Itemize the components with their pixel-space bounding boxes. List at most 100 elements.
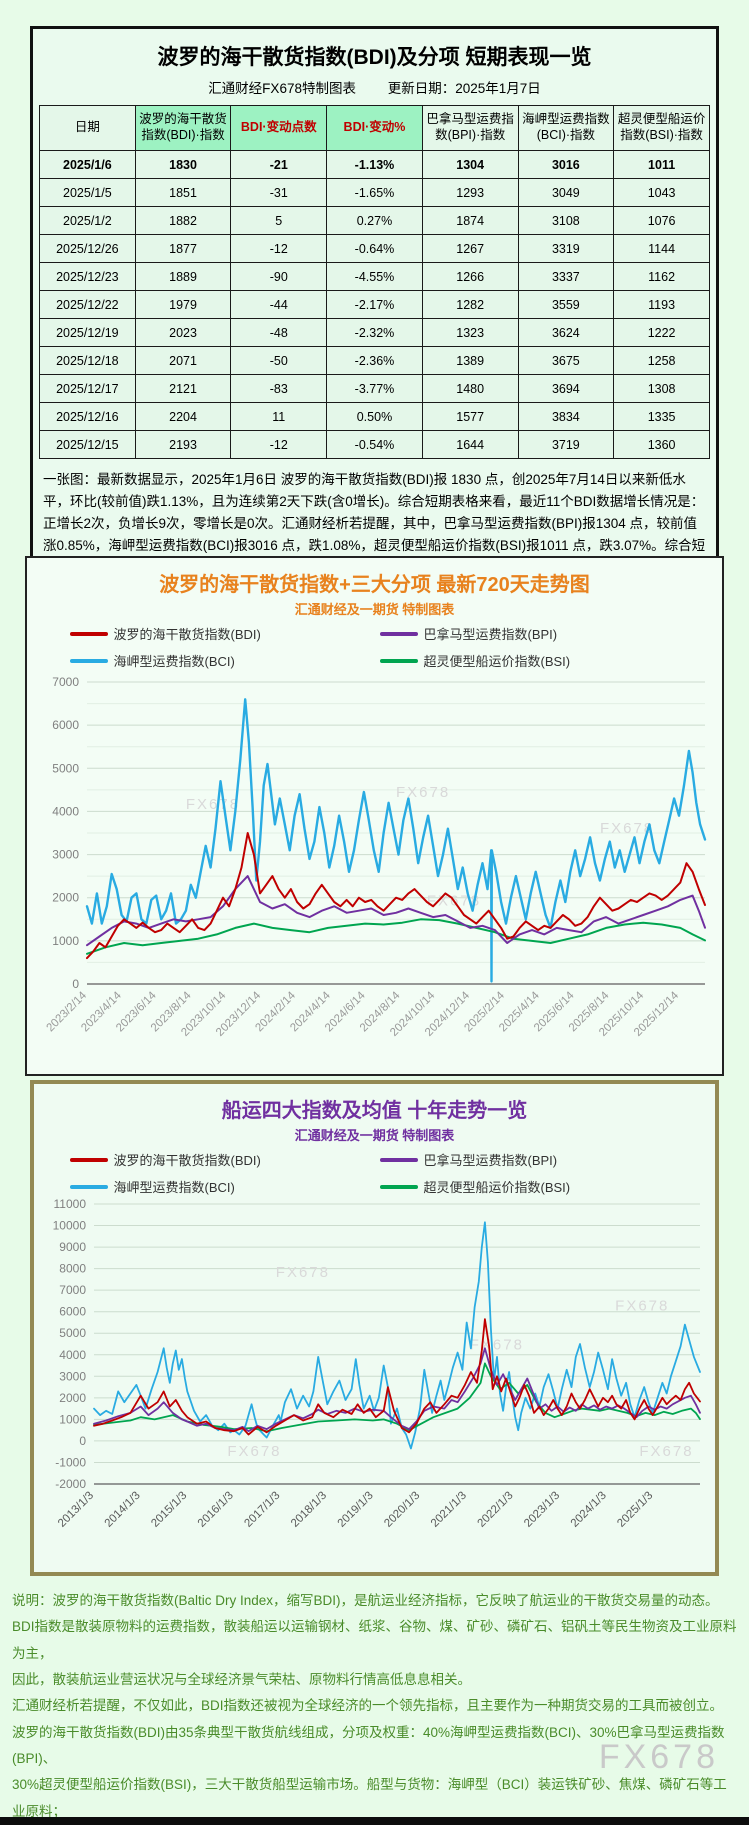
- trend-chart-10y: -2000 -1000 0 1000 2000 3000 4000 5000 6000 7000 8…: [53, 1198, 701, 1530]
- table-cell: 3337: [517, 262, 615, 291]
- short-term-table-panel: 波罗的海干散货指数(BDI)及分项 短期表现一览 汇通财经FX678特制图表 更…: [30, 26, 719, 616]
- table-row: 2025/12/17 2121 -83 -3.77% 1480 3694 1308: [39, 374, 710, 403]
- table-cell: -12: [230, 234, 328, 263]
- legend-label-bpi: 巴拿马型运费指数(BPI): [423, 627, 558, 642]
- table-cell: 3675: [517, 346, 615, 375]
- table-cell: 3049: [517, 178, 615, 207]
- svg-text:2000: 2000: [59, 1391, 86, 1405]
- svg-text:8000: 8000: [59, 1262, 86, 1276]
- legend-swatch-bdi: [69, 1157, 108, 1162]
- table-note: 一张图：最新数据显示，2025年1月6日 波罗的海干散货指数(BDI)报 183…: [43, 472, 706, 596]
- svg-text:2017/1/3: 2017/1/3: [242, 1490, 282, 1530]
- table-cell: 2025/12/16: [39, 402, 136, 431]
- svg-text:4000: 4000: [52, 804, 79, 818]
- table-cell: 3694: [517, 374, 615, 403]
- table-cell: 3834: [517, 402, 615, 431]
- table-cell: 1267: [421, 234, 519, 263]
- table-cell: -12: [230, 430, 328, 459]
- table-cell: 1874: [421, 206, 519, 235]
- chart-720d-legend: 波罗的海干散货指数(BDI) 巴拿马型运费指数(BPI) 海岬型运费指数(BCI…: [29, 624, 720, 670]
- table-cell: 1308: [613, 374, 710, 403]
- table-row: 2025/12/15 2193 -12 -0.54% 1644 3719 1360: [39, 430, 710, 459]
- svg-text:4000: 4000: [59, 1348, 86, 1362]
- svg-text:3000: 3000: [52, 848, 79, 862]
- svg-text:2000: 2000: [52, 891, 79, 905]
- table-cell: -2.17%: [326, 290, 423, 319]
- svg-text:7000: 7000: [59, 1283, 86, 1297]
- svg-text:10000: 10000: [53, 1219, 87, 1233]
- table-cell: 1076: [613, 206, 710, 235]
- svg-text:2024/1/3: 2024/1/3: [569, 1490, 609, 1530]
- legend-item-bdi: 波罗的海干散货指数(BDI): [69, 624, 370, 643]
- table-cell: 1877: [134, 234, 232, 263]
- table-cell: -1.65%: [326, 178, 423, 207]
- table-row: 2025/12/23 1889 -90 -4.55% 1266 3337 1162: [39, 262, 710, 291]
- legend-item-bci: 海岬型运费指数(BCI): [69, 1177, 370, 1196]
- table-cell: 1644: [421, 430, 519, 459]
- table-cell: 1193: [613, 290, 710, 319]
- table-cell: -1.13%: [326, 150, 423, 179]
- table-cell: -2.36%: [326, 346, 423, 375]
- table-cell: -31: [230, 178, 328, 207]
- legend-item-bsi: 超灵便型船运价指数(BSI): [379, 651, 680, 670]
- table-source: 汇通财经FX678特制图表: [208, 81, 356, 96]
- svg-text:FX678: FX678: [185, 796, 239, 813]
- table-cell: 1830: [134, 150, 232, 179]
- table-cell: 1144: [613, 234, 710, 263]
- table-cell: 1851: [134, 178, 232, 207]
- table-cell: 3319: [517, 234, 615, 263]
- table-cell: 11: [230, 402, 328, 431]
- col-header: 海岬型运费指数(BCI)·指数: [517, 105, 615, 151]
- table-cell: 1389: [421, 346, 519, 375]
- legend-swatch-bsi: [379, 658, 418, 663]
- svg-text:5000: 5000: [59, 1326, 86, 1340]
- table-cell: -90: [230, 262, 328, 291]
- table-cell: 2193: [134, 430, 232, 459]
- legend-label-bdi: 波罗的海干散货指数(BDI): [113, 627, 261, 642]
- svg-text:2013/1/3: 2013/1/3: [56, 1490, 96, 1530]
- chart-10y-legend: 波罗的海干散货指数(BDI) 巴拿马型运费指数(BPI) 海岬型运费指数(BCI…: [36, 1150, 713, 1196]
- legend-label-bpi: 巴拿马型运费指数(BPI): [423, 1153, 558, 1168]
- svg-text:2019/1/3: 2019/1/3: [336, 1490, 376, 1530]
- table-cell: 2025/12/23: [39, 262, 136, 291]
- table-cell: -21: [230, 150, 328, 179]
- table-cell: 2025/12/26: [39, 234, 136, 263]
- table-cell: 1304: [421, 150, 519, 179]
- svg-text:7000: 7000: [52, 675, 79, 689]
- chart-10y-panel: 船运四大指数及均值 十年走势一览 汇通财经及一期货 特制图表 波罗的海干散货指数…: [30, 1080, 719, 1576]
- table-cell: -0.64%: [326, 234, 423, 263]
- svg-text:FX678: FX678: [227, 1443, 281, 1460]
- table-cell: 1480: [421, 374, 519, 403]
- table-cell: -0.54%: [326, 430, 423, 459]
- table-update-date: 更新日期：2025年1月7日: [387, 81, 541, 96]
- table-cell: 2025/12/22: [39, 290, 136, 319]
- legend-label-bci: 海岬型运费指数(BCI): [113, 654, 235, 669]
- svg-text:2023/1/3: 2023/1/3: [522, 1490, 562, 1530]
- table-cell: 1323: [421, 318, 519, 347]
- svg-text:FX678: FX678: [470, 1337, 524, 1354]
- table-cell: 3624: [517, 318, 615, 347]
- legend-label-bsi: 超灵便型船运价指数(BSI): [423, 1180, 571, 1195]
- bdi-short-term-table: 日期 波罗的海干散货指数(BDI)·指数 BDI·变动点数 BDI·变动% 巴拿马型运费…: [39, 105, 710, 459]
- table-cell: 1011: [613, 150, 710, 179]
- legend-swatch-bci: [69, 1184, 108, 1189]
- table-cell: -2.32%: [326, 318, 423, 347]
- svg-text:1000: 1000: [52, 934, 79, 948]
- table-subtitle: 汇通财经FX678特制图表 更新日期：2025年1月7日: [39, 77, 710, 97]
- legend-swatch-bci: [69, 658, 108, 663]
- explanation-line: BDI指数是散装原物料的运费指数，散装船运以运输钢材、纸浆、谷物、煤、矿砂、磷矿…: [12, 1619, 737, 1661]
- svg-text:2022/1/3: 2022/1/3: [475, 1490, 515, 1530]
- svg-text:-1000: -1000: [55, 1455, 86, 1469]
- table-cell: -83: [230, 374, 328, 403]
- table-cell: 1282: [421, 290, 519, 319]
- table-cell: 1162: [613, 262, 710, 291]
- table-cell: 1577: [421, 402, 519, 431]
- svg-text:FX678: FX678: [396, 784, 450, 801]
- table-cell: -48: [230, 318, 328, 347]
- legend-item-bdi: 波罗的海干散货指数(BDI): [69, 1150, 370, 1169]
- col-header: 波罗的海干散货指数(BDI)·指数: [134, 105, 232, 151]
- table-cell: 2204: [134, 402, 232, 431]
- svg-text:9000: 9000: [59, 1240, 86, 1254]
- legend-item-bpi: 巴拿马型运费指数(BPI): [379, 624, 680, 643]
- fx678-watermark: FX678: [598, 1738, 719, 1776]
